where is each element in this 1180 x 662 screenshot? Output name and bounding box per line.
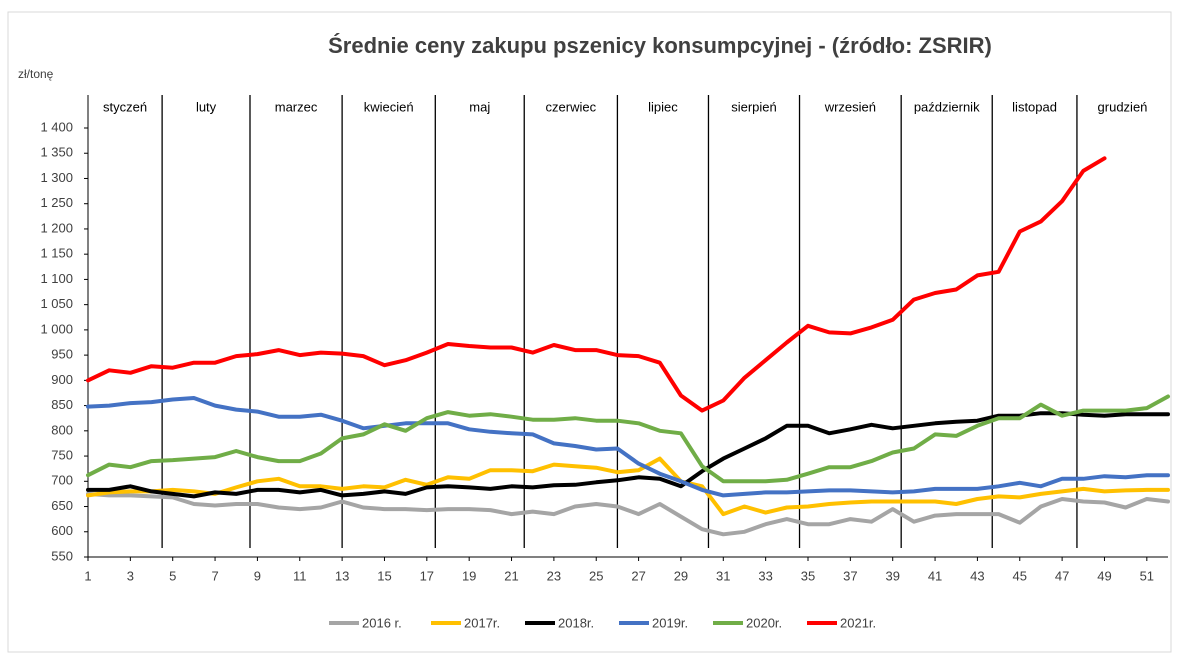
series-line xyxy=(86,491,1170,537)
y-tick-label: 1 300 xyxy=(40,170,73,185)
x-tick-label: 51 xyxy=(1140,568,1154,583)
x-tick-label: 3 xyxy=(127,568,134,583)
month-label: grudzień xyxy=(1098,99,1148,114)
x-tick-label: 47 xyxy=(1055,568,1069,583)
x-tick-label: 29 xyxy=(674,568,688,583)
series-line xyxy=(86,411,1170,499)
month-label: sierpień xyxy=(731,99,777,114)
x-tick-label: 21 xyxy=(504,568,518,583)
x-tick-label: 49 xyxy=(1097,568,1111,583)
legend-label: 2018r. xyxy=(558,615,594,630)
x-tick-label: 39 xyxy=(885,568,899,583)
month-label: maj xyxy=(469,99,490,114)
month-label: luty xyxy=(196,99,217,114)
y-tick-label: 1 350 xyxy=(40,145,73,160)
y-tick-label: 800 xyxy=(51,422,73,437)
legend-label: 2021r. xyxy=(840,615,876,630)
y-tick-label: 1 250 xyxy=(40,195,73,210)
x-tick-label: 23 xyxy=(547,568,561,583)
x-tick-label: 9 xyxy=(254,568,261,583)
x-tick-label: 15 xyxy=(377,568,391,583)
x-tick-label: 37 xyxy=(843,568,857,583)
x-tick-label: 27 xyxy=(631,568,645,583)
y-tick-label: 1 150 xyxy=(40,246,73,261)
y-tick-label: 700 xyxy=(51,473,73,488)
legend-label: 2017r. xyxy=(464,615,500,630)
y-tick-label: 600 xyxy=(51,523,73,538)
y-tick-label: 650 xyxy=(51,498,73,513)
month-label: lipiec xyxy=(648,99,678,114)
x-tick-label: 13 xyxy=(335,568,349,583)
x-tick-label: 45 xyxy=(1013,568,1027,583)
y-tick-label: 1 050 xyxy=(40,296,73,311)
month-label: styczeń xyxy=(103,99,147,114)
legend-label: 2020r. xyxy=(746,615,782,630)
y-tick-label: 1 100 xyxy=(40,271,73,286)
x-tick-label: 31 xyxy=(716,568,730,583)
legend-label: 2016 r. xyxy=(362,615,402,630)
x-tick-label: 5 xyxy=(169,568,176,583)
x-tick-label: 1 xyxy=(84,568,91,583)
y-tick-label: 900 xyxy=(51,372,73,387)
month-label: październik xyxy=(914,99,980,114)
month-label: listopad xyxy=(1012,99,1057,114)
y-tick-label: 850 xyxy=(51,397,73,412)
y-tick-label: 550 xyxy=(51,548,73,563)
chart-border xyxy=(7,11,1172,653)
x-tick-label: 33 xyxy=(758,568,772,583)
y-tick-label: 1 400 xyxy=(40,119,73,134)
month-label: kwiecień xyxy=(364,99,414,114)
series-line xyxy=(86,396,1170,498)
x-tick-label: 43 xyxy=(970,568,984,583)
series-line xyxy=(86,156,1107,413)
month-label: czerwiec xyxy=(546,99,597,114)
y-tick-label: 950 xyxy=(51,347,73,362)
y-axis-label: zł/tonę xyxy=(18,67,54,81)
x-tick-label: 25 xyxy=(589,568,603,583)
x-tick-label: 35 xyxy=(801,568,815,583)
series-line xyxy=(86,394,1170,484)
y-tick-label: 1 200 xyxy=(40,220,73,235)
x-tick-label: 41 xyxy=(928,568,942,583)
x-tick-label: 11 xyxy=(293,568,307,583)
chart-title: Średnie ceny zakupu pszenicy konsumpcyjn… xyxy=(328,33,992,58)
month-label: wrzesień xyxy=(824,99,876,114)
series-line xyxy=(86,456,1170,517)
x-tick-label: 17 xyxy=(420,568,434,583)
y-tick-label: 1 000 xyxy=(40,321,73,336)
month-label: marzec xyxy=(275,99,318,114)
x-tick-label: 7 xyxy=(211,568,218,583)
x-tick-label: 19 xyxy=(462,568,476,583)
legend-label: 2019r. xyxy=(652,615,688,630)
y-tick-label: 750 xyxy=(51,447,73,462)
